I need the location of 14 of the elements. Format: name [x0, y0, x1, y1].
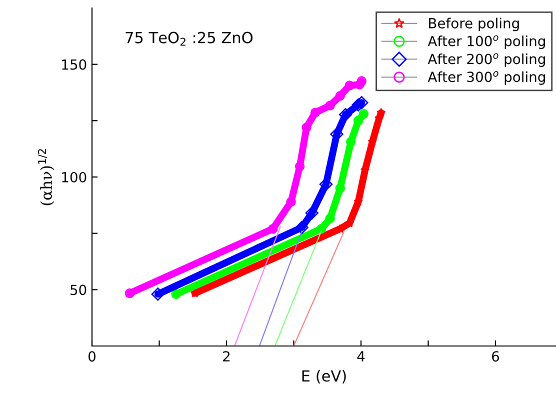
- y-tick-label: 150: [62, 59, 86, 70]
- x-tick-label: 4: [357, 351, 365, 362]
- y-axis-title: (αhν)$^{1/2}$: [38, 149, 54, 206]
- y-tick-label: 50: [70, 284, 86, 296]
- x-tick-label: 0: [88, 351, 96, 362]
- legend-label: Before poling: [429, 18, 519, 32]
- legend-label: After 100$^{o}$ poling: [428, 35, 545, 49]
- y-tick-label: 100: [62, 172, 86, 182]
- x-tick-label: 6: [492, 351, 500, 362]
- x-tick-label: 2: [223, 351, 230, 362]
- annotation: 75 TeO$_{2}$ :25 ZnO: [126, 32, 253, 46]
- legend-label: After 200$^{o}$ poling: [428, 53, 545, 67]
- x-axis-title: E (eV): [302, 370, 346, 384]
- legend-label: After 300$^{o}$ poling: [428, 71, 545, 85]
